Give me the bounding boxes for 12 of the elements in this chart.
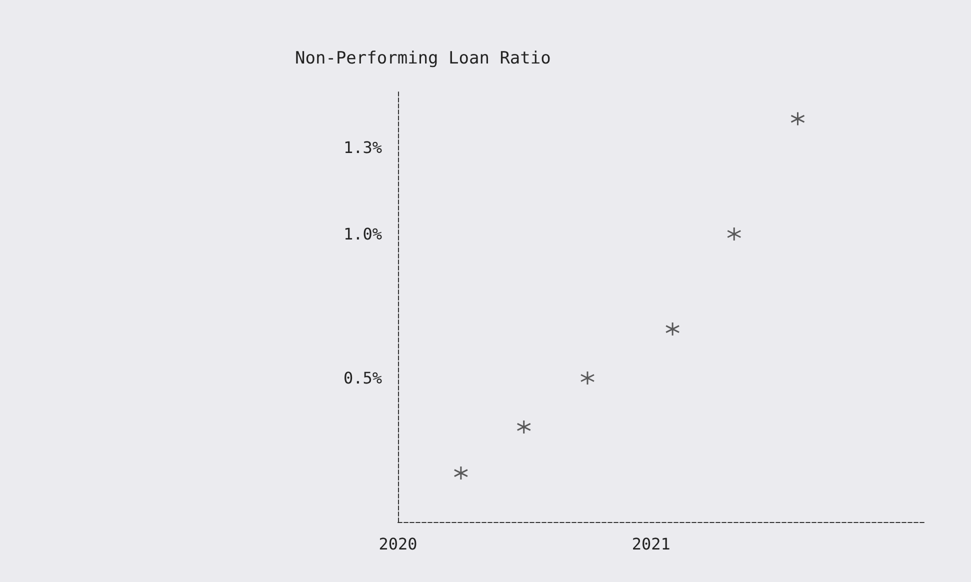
- y-tick-label: 1.0%: [343, 224, 382, 244]
- y-tick-label: 1.3%: [343, 138, 382, 158]
- point: [665, 322, 680, 336]
- x-tick-label: 2021: [632, 534, 670, 554]
- point: [790, 112, 805, 126]
- point: [580, 370, 595, 386]
- y-tick-label: 0.5%: [343, 368, 382, 388]
- x-tick-label: 2020: [378, 534, 418, 554]
- chart-title: Non-Performing Loan Ratio: [295, 48, 551, 68]
- point: [516, 420, 532, 434]
- point: [454, 466, 468, 480]
- point: [726, 226, 742, 242]
